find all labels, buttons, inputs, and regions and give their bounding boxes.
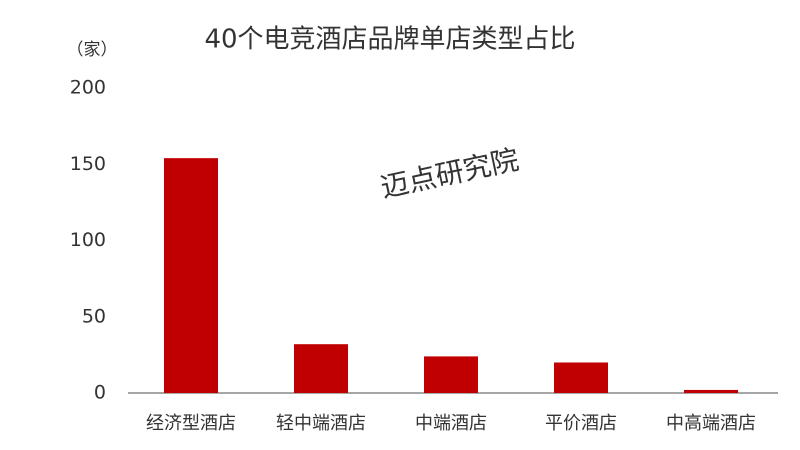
- bar: [164, 158, 218, 393]
- y-unit: （家）: [67, 40, 118, 60]
- y-tick-label: 100: [70, 229, 106, 251]
- bar: [424, 356, 478, 393]
- chart-title: 40个电竞酒店品牌单店类型占比: [204, 25, 575, 55]
- bar: [554, 362, 608, 393]
- x-tick-label: 经济型酒店: [146, 413, 236, 434]
- y-tick-label: 50: [82, 305, 106, 327]
- y-tick-label: 0: [94, 382, 106, 404]
- y-tick-label: 200: [70, 77, 106, 99]
- bar: [684, 389, 738, 393]
- bar: [294, 344, 348, 393]
- y-tick-label: 150: [70, 153, 106, 175]
- x-tick-label: 轻中端酒店: [276, 413, 366, 434]
- x-tick-label: 中高端酒店: [666, 413, 756, 434]
- watermark: 迈点研究院: [378, 143, 522, 204]
- x-tick-label: 平价酒店: [545, 413, 617, 434]
- x-tick-label: 中端酒店: [415, 413, 487, 434]
